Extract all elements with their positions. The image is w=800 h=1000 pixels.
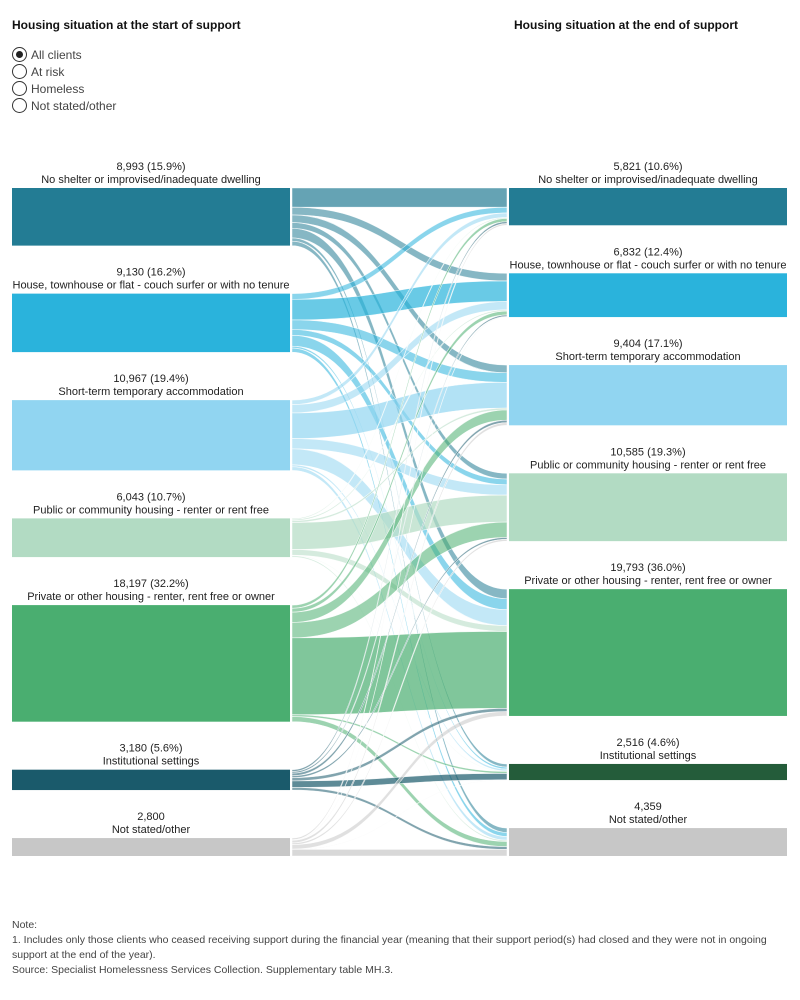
filter-option-at-risk[interactable]: At risk [12,63,116,80]
end-node-value: 2,516 (4.6%) [617,737,680,749]
start-node-bar[interactable] [12,293,290,353]
end-node-value: 6,832 (12.4%) [613,246,682,258]
end-node-bar[interactable] [509,589,787,716]
flow-link[interactable] [291,280,508,321]
start-node-bar[interactable] [12,400,290,471]
end-node-bar[interactable] [509,273,787,318]
end-nodes: 5,821 (10.6%)No shelter or improvised/in… [509,161,787,856]
end-node-name: Institutional settings [600,750,697,762]
flow-link[interactable] [291,711,508,850]
start-node-bar[interactable] [12,518,290,558]
flow-link[interactable] [291,187,508,208]
end-node-value: 19,793 (36.0%) [610,562,685,574]
filter-option-all-clients[interactable]: All clients [12,46,116,63]
end-node-bar[interactable] [509,365,787,426]
start-node-bar[interactable] [12,605,290,722]
end-node-value: 4,359 [634,801,662,813]
flow-link[interactable] [291,316,508,841]
note-line: 1. Includes only those clients who cease… [12,934,767,961]
chart-notes: Note: 1. Includes only those clients who… [12,918,788,978]
flow-link[interactable] [291,223,508,841]
end-node-bar[interactable] [509,763,787,781]
end-node-name: No shelter or improvised/inadequate dwel… [538,174,758,186]
start-node-value: 8,993 (15.9%) [116,161,185,173]
end-node-value: 10,585 (19.3%) [610,446,685,458]
start-node-bar[interactable] [12,769,290,791]
end-node-name: Not stated/other [609,814,688,826]
start-node-value: 2,800 [137,811,165,823]
flow-link[interactable] [291,539,508,846]
end-node-name: House, townhouse or flat - couch surfer … [510,259,787,271]
end-node-bar[interactable] [509,188,787,226]
end-node-value: 9,404 (17.1%) [613,338,682,350]
radio-icon[interactable] [12,64,27,79]
start-node-name: Institutional settings [103,756,200,768]
note-heading: Note: [12,919,38,931]
start-node-name: Not stated/other [112,824,191,836]
end-column-heading: Housing situation at the end of support [514,18,738,32]
filter-option-not-stated[interactable]: Not stated/other [12,97,116,114]
start-node-name: No shelter or improvised/inadequate dwel… [41,174,261,186]
start-node-name: Short-term temporary accommodation [58,386,243,398]
filter-option-label: Not stated/other [31,98,117,113]
radio-selected-icon[interactable] [12,47,27,62]
end-node-name: Private or other housing - renter, rent … [524,575,772,587]
sankey-chart: 8,993 (15.9%)No shelter or improvised/in… [12,161,787,857]
flow-link[interactable] [291,849,508,857]
client-group-filter: All clients At risk Homeless Not stated/… [12,46,116,114]
flow-links [291,187,508,857]
start-column-heading: Housing situation at the start of suppor… [12,18,241,32]
end-node-name: Public or community housing - renter or … [530,459,766,471]
filter-option-label: At risk [31,64,65,79]
start-node-name: Public or community housing - renter or … [33,504,269,516]
end-node-value: 5,821 (10.6%) [613,161,682,173]
start-node-name: Private or other housing - renter, rent … [27,591,275,603]
end-node-bar[interactable] [509,828,787,856]
radio-icon[interactable] [12,81,27,96]
flow-link[interactable] [291,382,508,439]
radio-icon[interactable] [12,98,27,113]
filter-option-label: Homeless [31,81,85,96]
start-node-bar[interactable] [12,838,290,856]
filter-option-homeless[interactable]: Homeless [12,80,116,97]
source-line: Source: Specialist Homelessness Services… [12,964,394,976]
flow-link[interactable] [291,422,508,844]
filter-option-label: All clients [31,47,82,62]
start-node-value: 3,180 (5.6%) [120,743,183,755]
start-node-value: 9,130 (16.2%) [116,267,185,279]
flow-link[interactable] [291,631,508,715]
start-node-value: 18,197 (32.2%) [113,578,188,590]
end-node-bar[interactable] [509,473,787,542]
start-node-name: House, townhouse or flat - couch surfer … [13,280,290,292]
start-nodes: 8,993 (15.9%)No shelter or improvised/in… [12,161,290,856]
end-node-name: Short-term temporary accommodation [555,351,740,363]
start-node-value: 6,043 (10.7%) [116,491,185,503]
start-node-value: 10,967 (19.4%) [113,373,188,385]
start-node-bar[interactable] [12,188,290,246]
flow-link[interactable] [291,779,508,850]
